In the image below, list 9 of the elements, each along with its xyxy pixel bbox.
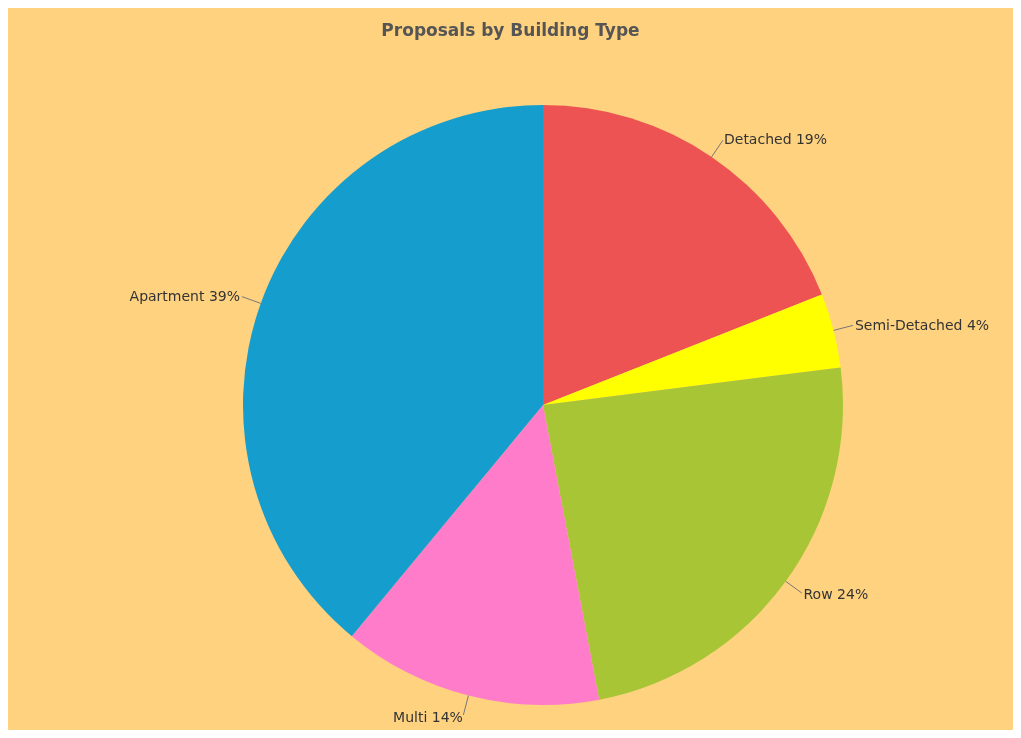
slice-label: Apartment 39% bbox=[129, 287, 241, 304]
chart-title: Proposals by Building Type bbox=[380, 19, 641, 40]
slice-label: Multi 14% bbox=[393, 708, 463, 725]
slice-label: Detached 19% bbox=[723, 130, 828, 147]
pie-slice bbox=[543, 294, 841, 405]
pie-slice bbox=[351, 405, 600, 705]
slice-label: Row 24% bbox=[803, 586, 869, 603]
slice-label: Semi-Detached 4% bbox=[854, 316, 990, 333]
pie-slice bbox=[243, 105, 543, 637]
